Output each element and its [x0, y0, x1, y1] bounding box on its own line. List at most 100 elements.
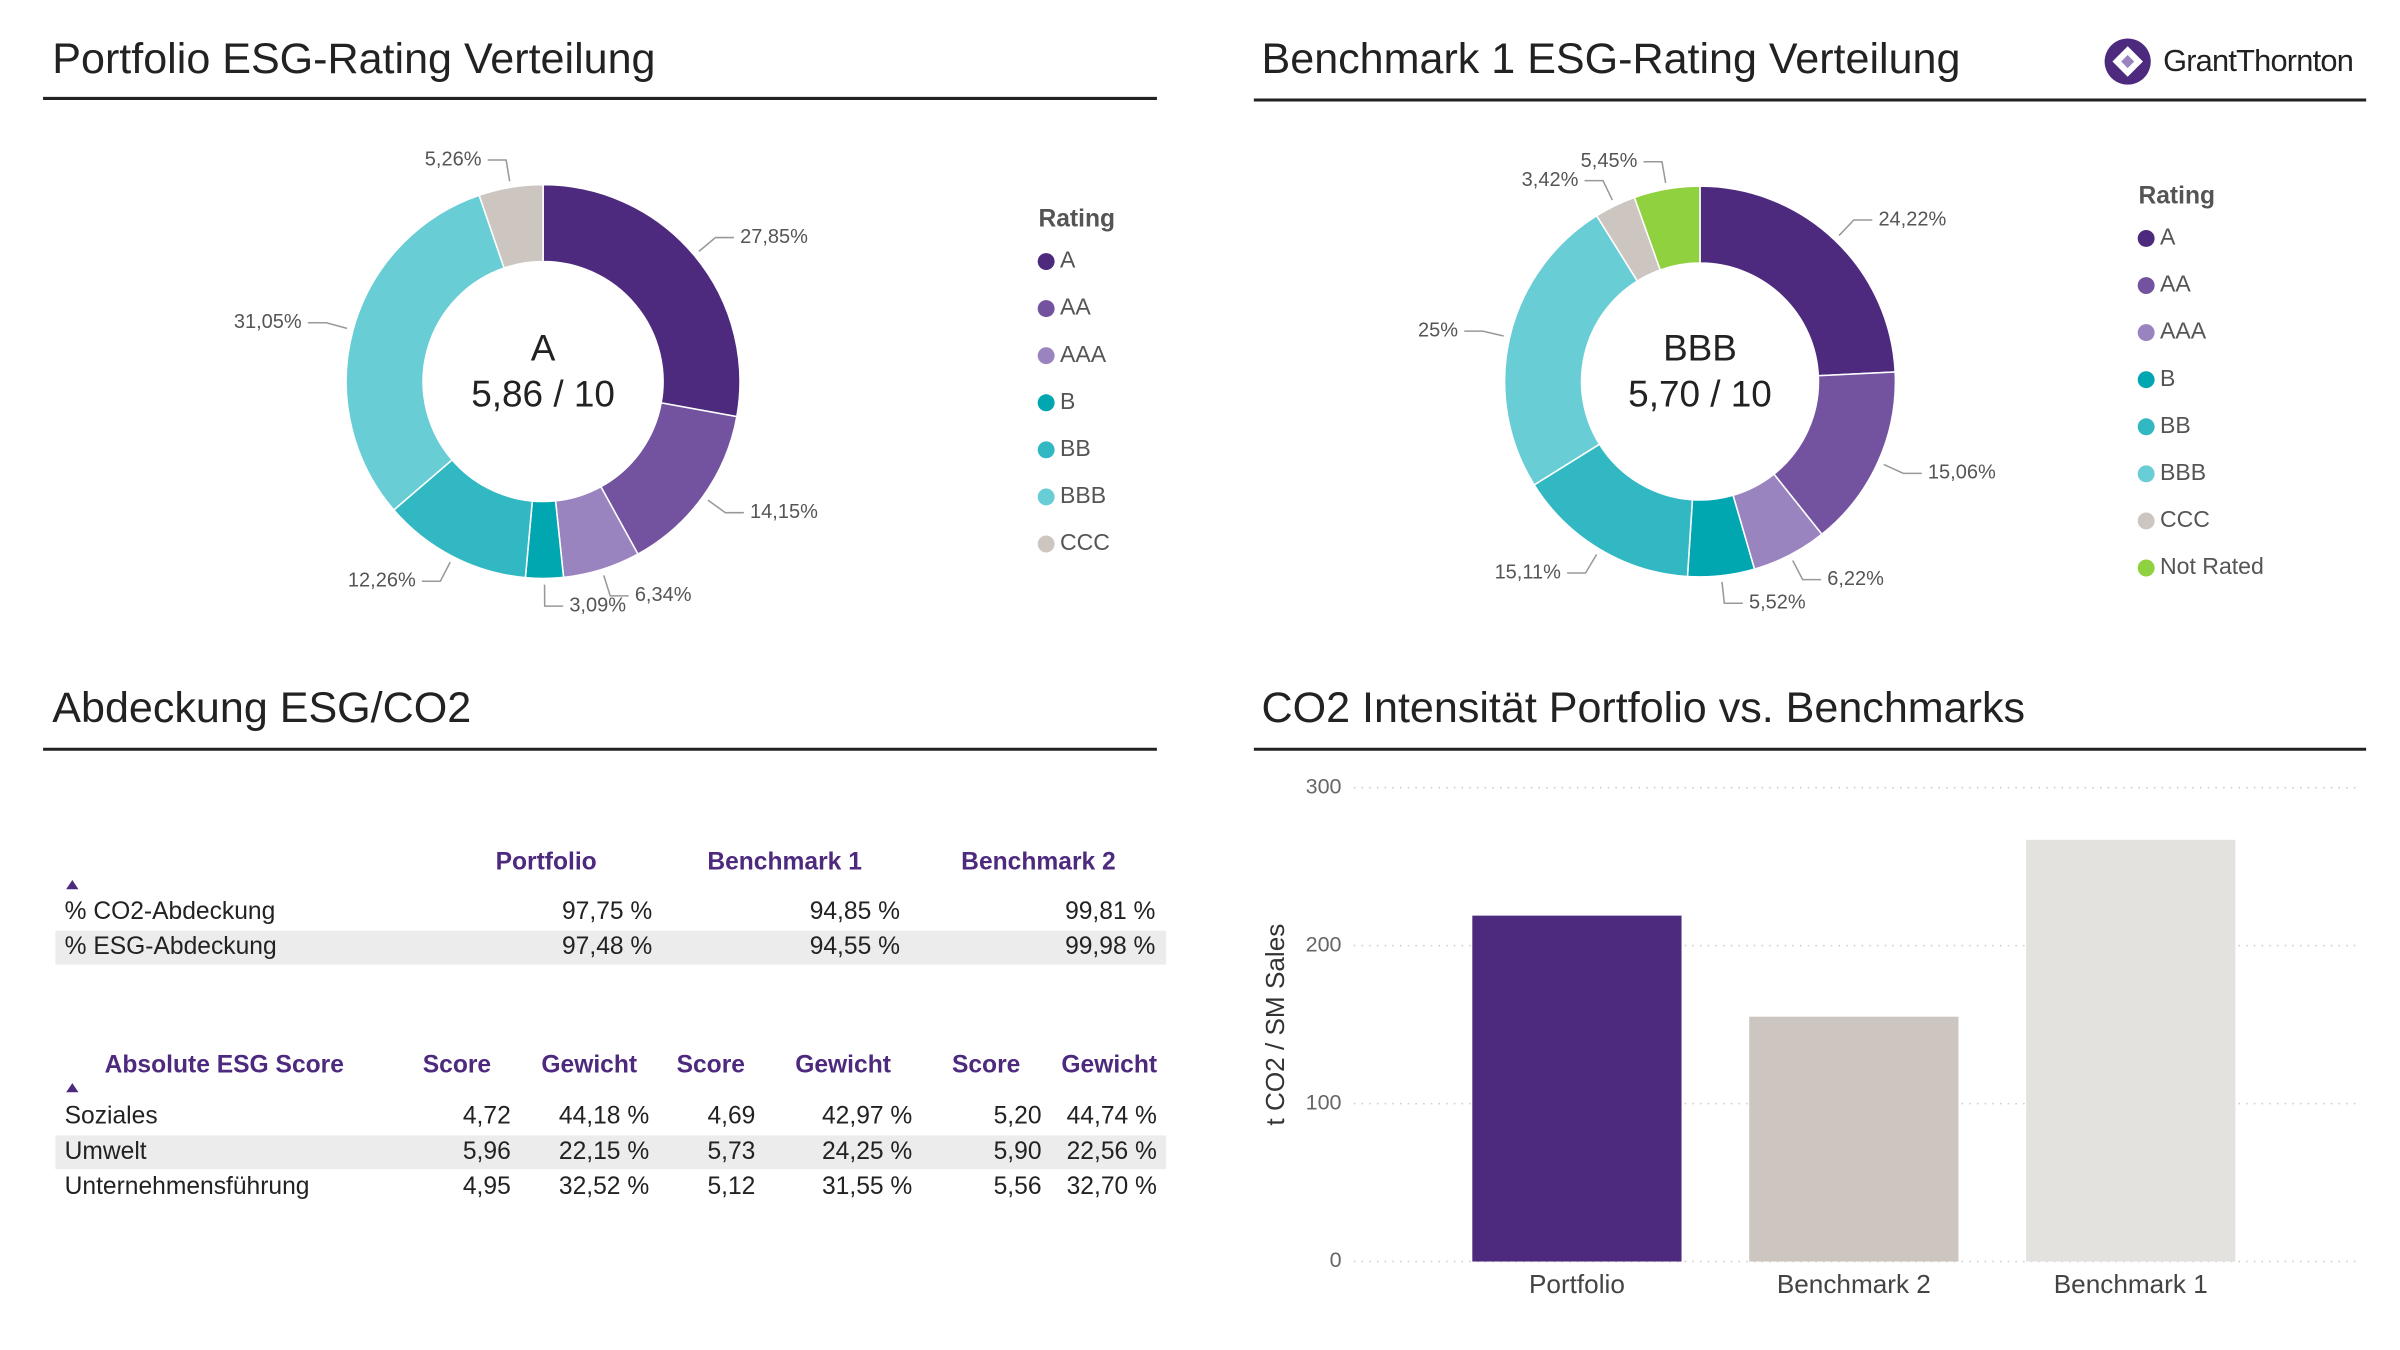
legend-label: A — [2160, 224, 2176, 250]
legend-marker — [1037, 394, 1055, 412]
column-header: Benchmark 2 — [961, 849, 1116, 876]
leader-line — [1464, 330, 1504, 337]
legend-marker — [1037, 535, 1055, 553]
legend-marker — [1037, 441, 1055, 459]
y-tick-label: 0 — [1330, 1248, 1342, 1272]
bar — [1472, 915, 1682, 1262]
data-label: 5,26% — [425, 148, 482, 170]
leader-line — [1792, 560, 1822, 581]
legend-marker — [2137, 512, 2155, 530]
table-cell: 4,95 — [463, 1173, 511, 1200]
table-cell: 94,85 % — [810, 898, 900, 925]
center-score: 5,86 / 10 — [471, 374, 615, 415]
table-cell: 31,55 % — [822, 1173, 912, 1200]
column-header: Gewicht — [541, 1052, 637, 1079]
table-cell: 22,56 % — [1067, 1138, 1157, 1165]
legend-label: B — [2160, 365, 2175, 391]
legend-label: AA — [1060, 294, 1091, 320]
row-label: % ESG-Abdeckung — [65, 933, 277, 960]
table-cell: 5,73 — [707, 1138, 755, 1165]
column-header: Score — [677, 1052, 745, 1079]
legend-marker — [2137, 230, 2155, 247]
legend-label: AAA — [2160, 318, 2207, 344]
donut-slice — [345, 194, 506, 512]
data-label: 3,09% — [569, 594, 626, 616]
logo-text: GrantThornton — [2163, 43, 2353, 78]
row-label: Unternehmensführung — [65, 1173, 310, 1200]
center-label: BBB — [1663, 328, 1737, 369]
sort-icon — [66, 1083, 79, 1093]
x-tick-label: Portfolio — [1529, 1269, 1625, 1299]
table-cell: 99,81 % — [1065, 898, 1155, 925]
bar — [1749, 1016, 1959, 1262]
table-cell: 44,74 % — [1067, 1102, 1157, 1129]
donut-slice — [478, 183, 544, 270]
data-label: 27,85% — [740, 226, 808, 248]
x-tick-label: Benchmark 2 — [1777, 1269, 1931, 1299]
data-label: 24,22% — [1878, 208, 1946, 230]
center-score: 5,70 / 10 — [1628, 374, 1772, 415]
column-header: Benchmark 1 — [707, 849, 862, 876]
y-tick-label: 200 — [1306, 932, 1342, 956]
data-label: 25% — [1418, 319, 1458, 341]
data-label: 31,05% — [234, 311, 302, 333]
section-title: Abdeckung ESG/CO2 — [52, 684, 471, 732]
leader-line — [1838, 219, 1873, 237]
table-cell: 42,97 % — [822, 1102, 912, 1129]
legend-label: BB — [2160, 412, 2191, 438]
sort-icon — [66, 880, 79, 890]
legend-marker — [2137, 371, 2155, 389]
legend-marker — [1037, 300, 1055, 318]
column-header: Portfolio — [496, 849, 597, 876]
legend-label: BBB — [2160, 459, 2206, 485]
table-cell: 5,56 — [994, 1173, 1042, 1200]
y-axis-label: t CO2 / SM Sales — [1260, 924, 1290, 1126]
donut-slice — [542, 183, 741, 418]
column-header: Score — [952, 1052, 1020, 1079]
leader-line — [707, 499, 744, 514]
row-label: % CO2-Abdeckung — [65, 898, 276, 925]
y-tick-label: 100 — [1306, 1090, 1342, 1114]
chart-title: CO2 Intensität Portfolio vs. Benchmarks — [1262, 684, 2025, 732]
row-label: Soziales — [65, 1102, 158, 1129]
column-header: Gewicht — [1061, 1052, 1157, 1079]
chart-title: Portfolio ESG-Rating Verteilung — [52, 35, 655, 83]
legend-marker — [2137, 465, 2155, 483]
data-label: 15,06% — [1928, 462, 1996, 484]
logo-icon — [2104, 38, 2151, 85]
chart-title: Benchmark 1 ESG-Rating Verteilung — [1262, 35, 1961, 83]
leader-line — [421, 561, 451, 583]
legend-title: Rating — [2138, 182, 2215, 209]
donut-slice — [1699, 185, 1896, 377]
row-label: Umwelt — [65, 1138, 147, 1165]
data-label: 6,22% — [1827, 568, 1884, 590]
table-cell: 99,98 % — [1065, 933, 1155, 960]
table-cell: 5,96 — [463, 1138, 511, 1165]
row-band — [55, 930, 1167, 965]
data-label: 12,26% — [348, 570, 416, 592]
table-cell: 24,25 % — [822, 1138, 912, 1165]
bar — [2026, 839, 2236, 1262]
data-label: 5,45% — [1581, 150, 1638, 172]
leader-line — [603, 575, 629, 597]
leader-line — [1883, 463, 1922, 475]
legend-marker — [2137, 559, 2155, 577]
data-label: 6,34% — [635, 584, 692, 606]
legend-label: AAA — [1060, 341, 1107, 367]
table-cell: 97,48 % — [562, 933, 652, 960]
table-cell: 94,55 % — [810, 933, 900, 960]
leader-line — [307, 321, 348, 330]
legend-marker — [1037, 253, 1055, 270]
table-cell: 32,70 % — [1067, 1173, 1157, 1200]
legend-marker — [2137, 418, 2155, 436]
table-cell: 4,72 — [463, 1102, 511, 1129]
table-cell: 97,75 % — [562, 898, 652, 925]
leader-line — [1567, 554, 1598, 574]
table-cell: 5,12 — [707, 1173, 755, 1200]
legend-label: BB — [1060, 435, 1091, 461]
table-cell: 32,52 % — [559, 1173, 649, 1200]
legend-label: AA — [2160, 271, 2191, 297]
data-label: 5,52% — [1749, 592, 1806, 614]
